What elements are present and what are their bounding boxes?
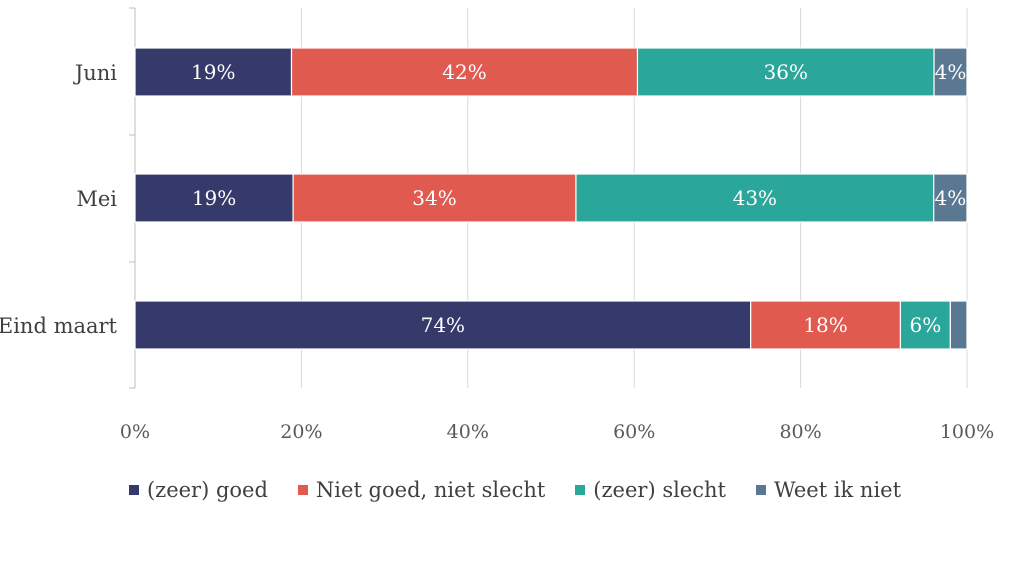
bar-segment	[949, 300, 968, 350]
legend-item: Weet ik niet	[755, 478, 902, 502]
bar-segment	[134, 173, 294, 223]
bar-segment	[750, 300, 902, 350]
bar-segment	[636, 47, 935, 97]
bars: 19% 42% 36% 4% 19% 34% 43% 4% 74% 18% 6%	[134, 47, 968, 350]
bar-segment	[899, 300, 951, 350]
data-label: 4%	[934, 186, 966, 210]
legend-label: (zeer) goed	[146, 478, 268, 502]
data-label: 19%	[192, 186, 236, 210]
category-label: Juni	[73, 61, 117, 85]
x-tick-label: 80%	[779, 421, 821, 443]
legend-swatch	[297, 485, 308, 495]
data-label: 42%	[442, 60, 486, 84]
legend-label: Weet ik niet	[773, 478, 902, 502]
x-tick-label: 0%	[120, 421, 150, 443]
category-label: Eind maart	[0, 314, 118, 338]
legend: (zeer) goed Niet goed, niet slecht (zeer) …	[0, 478, 1030, 502]
legend-swatch	[755, 485, 766, 495]
data-label: 18%	[803, 313, 847, 337]
legend-item: (zeer) goed	[128, 478, 268, 502]
data-label: 19%	[191, 60, 235, 84]
data-label: 4%	[935, 60, 967, 84]
legend-swatch	[575, 485, 586, 495]
bar-segment	[933, 47, 968, 97]
legend-label: (zeer) slecht	[593, 478, 726, 502]
bar-segment	[933, 173, 968, 223]
x-tick-label: 100%	[940, 421, 994, 443]
data-label: 74%	[421, 313, 465, 337]
category-labels: Juni Mei Eind maart	[0, 61, 118, 338]
bar-segment	[575, 173, 935, 223]
legend-swatch	[128, 485, 139, 495]
legend-item: (zeer) slecht	[575, 478, 726, 502]
data-label: 34%	[412, 186, 456, 210]
x-tick-label: 60%	[613, 421, 655, 443]
x-tick-labels: 0% 20% 40% 60% 80% 100%	[120, 421, 994, 443]
y-axis	[129, 7, 136, 389]
bar-segment	[290, 47, 639, 97]
x-tick-label: 20%	[280, 421, 322, 443]
x-tick-label: 40%	[447, 421, 489, 443]
legend-label: Niet goed, niet slecht	[315, 478, 546, 502]
bar-segment	[292, 173, 577, 223]
data-label: 43%	[733, 186, 777, 210]
data-label: 36%	[764, 60, 808, 84]
data-label: 6%	[910, 313, 942, 337]
category-label: Mei	[76, 187, 117, 211]
bar-segment	[134, 300, 752, 350]
legend-item: Niet goed, niet slecht	[297, 478, 546, 502]
